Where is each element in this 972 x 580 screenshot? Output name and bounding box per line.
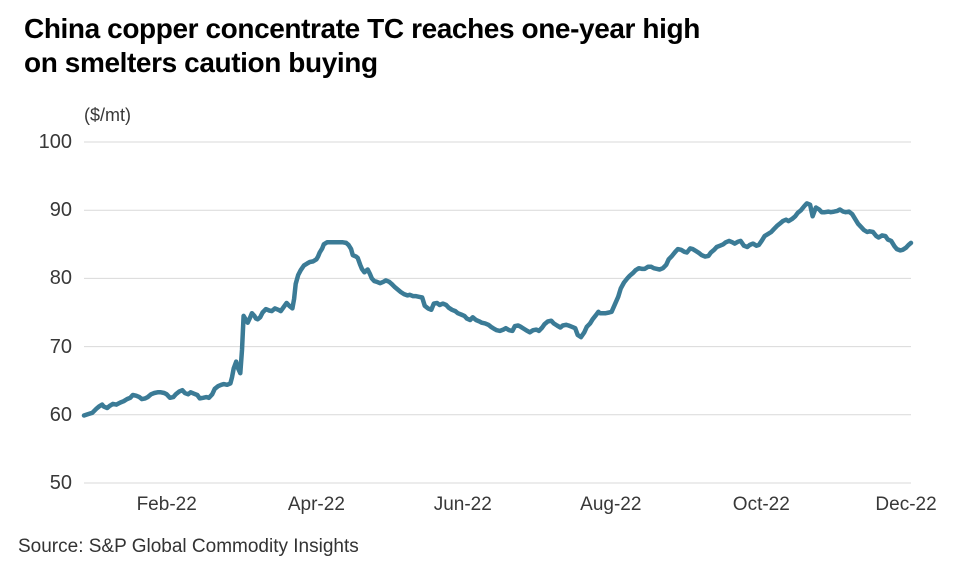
y-tick-label: 80	[49, 267, 72, 290]
x-tick-label: Jun-22	[433, 494, 492, 515]
tc-price-line	[81, 201, 914, 418]
x-tick-label: Apr-22	[287, 494, 345, 515]
x-tick-label: Oct-22	[732, 494, 790, 515]
y-tick-label: 50	[49, 472, 72, 494]
y-tick-label: 70	[49, 335, 72, 358]
x-tick-label: Dec-22	[875, 494, 937, 515]
y-tick-label: 90	[49, 199, 72, 222]
chart-title: China copper concentrate TC reaches one-…	[24, 13, 700, 78]
y-axis-unit-label: ($/mt)	[84, 105, 131, 125]
x-tick-label: Feb-22	[136, 494, 197, 515]
y-tick-label: 60	[49, 403, 72, 426]
source-note: Source: S&P Global Commodity Insights	[18, 536, 359, 557]
y-tick-label: 100	[38, 131, 72, 153]
x-tick-label: Aug-22	[580, 494, 642, 515]
